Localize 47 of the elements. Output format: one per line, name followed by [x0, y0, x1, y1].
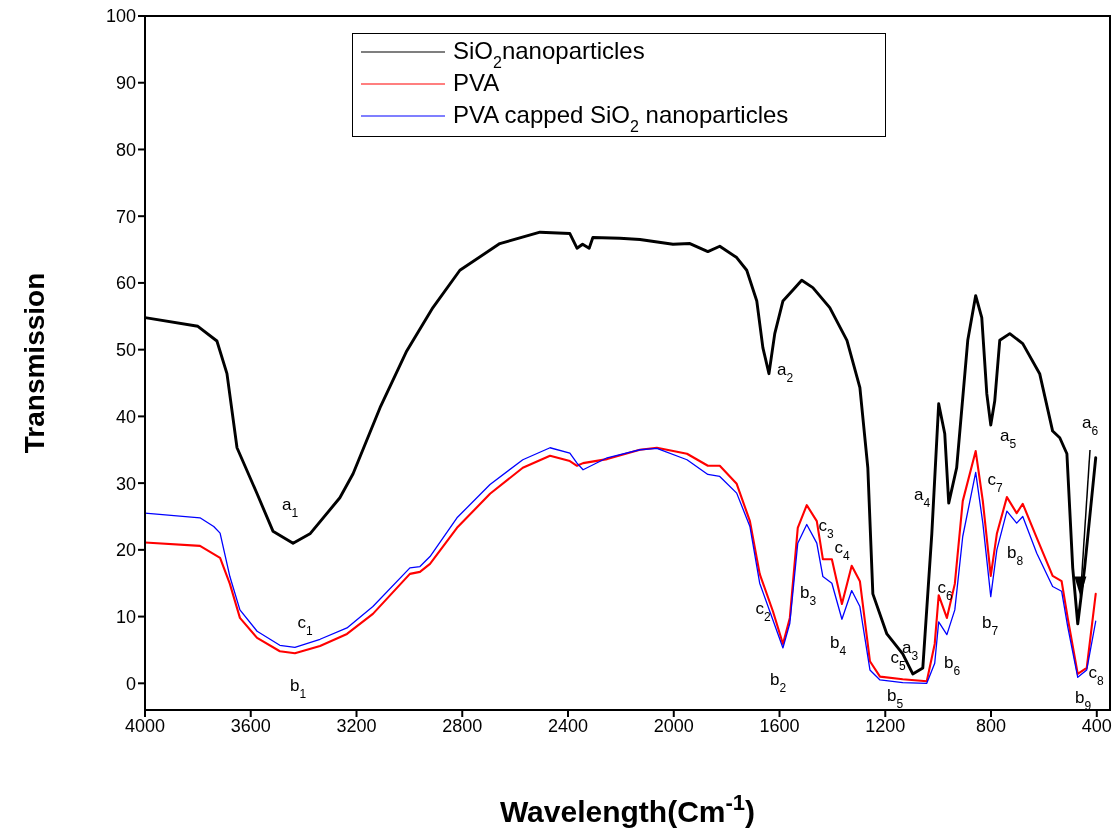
annotation: a$_{5}$ — [999, 426, 1017, 451]
y-axis-title: Transmission — [19, 272, 50, 454]
y-tick-label: 30 — [115, 473, 136, 494]
annotation: c$_{2}$ — [755, 599, 771, 624]
x-tick-label: 2800 — [442, 715, 483, 736]
legend-label: PVA capped SiO$_{2}$ nanoparticles — [453, 101, 789, 135]
y-tick-label: 0 — [125, 673, 136, 694]
annotation: b$_{8}$ — [1006, 543, 1024, 568]
y-tick-label: 20 — [115, 540, 136, 561]
annotation: c$_{3}$ — [818, 516, 834, 541]
y-tick-label: 100 — [105, 6, 136, 27]
y-tick-label: 60 — [115, 273, 136, 294]
x-axis-title: Wavelength(Cm$^{-1}$) — [499, 789, 756, 828]
x-tick-label: 3200 — [336, 715, 377, 736]
legend-label: PVA — [453, 69, 500, 96]
annotation: b$_{4}$ — [829, 633, 847, 658]
annotation: c$_{4}$ — [834, 538, 850, 563]
y-tick-label: 70 — [115, 206, 136, 227]
x-tick-label: 800 — [976, 715, 1007, 736]
x-tick-label: 2400 — [547, 715, 589, 736]
annotation: b$_{7}$ — [981, 613, 999, 638]
x-tick-label: 3600 — [230, 715, 271, 736]
annotation: c$_{8}$ — [1088, 663, 1104, 688]
x-tick-label: 1600 — [759, 715, 800, 736]
x-tick-label: 400 — [1081, 715, 1112, 736]
y-tick-label: 90 — [115, 73, 136, 94]
annotation: a$_{2}$ — [776, 360, 794, 385]
annotation: c$_{1}$ — [297, 613, 313, 638]
annotation: b$_{1}$ — [289, 676, 307, 701]
annotation: b$_{5}$ — [886, 686, 904, 711]
y-tick-label: 40 — [115, 406, 136, 427]
legend-label: SiO$_{2}$nanoparticles — [453, 37, 645, 71]
annotation: b$_{2}$ — [769, 670, 787, 695]
annotation: a$_{1}$ — [281, 495, 299, 520]
annotation: a$_{4}$ — [913, 485, 931, 510]
annotation: c$_{7}$ — [987, 470, 1003, 495]
x-tick-label: 2000 — [653, 715, 694, 736]
annotation: c$_{6}$ — [937, 578, 953, 603]
annotation: b$_{6}$ — [943, 653, 961, 678]
x-tick-label: 1200 — [865, 715, 906, 736]
annotation: b$_{3}$ — [799, 583, 817, 608]
x-tick-label: 4000 — [124, 715, 166, 736]
y-tick-label: 50 — [115, 340, 136, 361]
annotation: a$_{3}$ — [901, 638, 919, 663]
y-tick-label: 10 — [115, 606, 136, 627]
annotation: a$_{6}$ — [1081, 413, 1099, 438]
y-tick-label: 80 — [115, 139, 136, 160]
